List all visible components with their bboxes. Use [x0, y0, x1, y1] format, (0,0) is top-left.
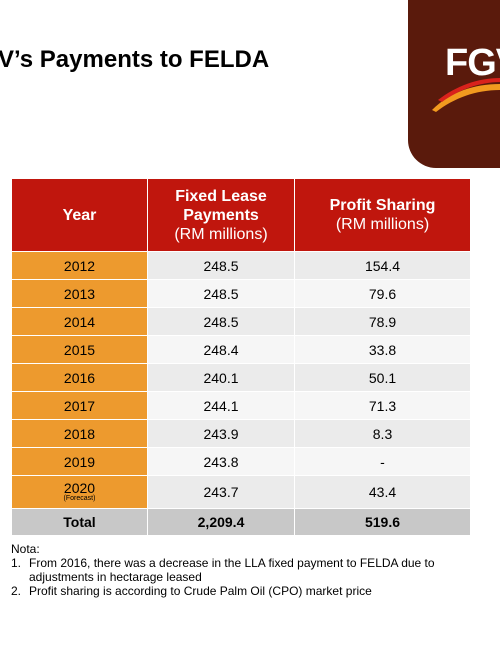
table-row: 2018 243.9 8.3	[11, 419, 471, 448]
note-number: 2.	[11, 584, 22, 598]
year-cell: 2012	[11, 251, 148, 280]
payments-table: Year Fixed Lease Payments (RM millions) …	[11, 178, 471, 536]
notes-section: Nota: 1. From 2016, there was a decrease…	[11, 542, 481, 598]
fixed-cell: 243.8	[147, 447, 295, 476]
total-profit: 519.6	[294, 508, 471, 536]
table-row: 2015 248.4 33.8	[11, 335, 471, 364]
total-label: Total	[11, 508, 148, 536]
fixed-lease-header: Fixed Lease Payments (RM millions)	[147, 178, 295, 252]
page-title: V’s Payments to FELDA	[0, 46, 270, 73]
note-item: 1. From 2016, there was a decrease in th…	[11, 556, 481, 584]
year-cell: 2015	[11, 335, 148, 364]
fgv-logo: FGV	[445, 42, 500, 84]
year-cell: 2020 (Forecast)	[11, 475, 148, 509]
table-row: 2016 240.1 50.1	[11, 363, 471, 392]
fixed-cell: 248.4	[147, 335, 295, 364]
profit-cell: 71.3	[294, 391, 471, 420]
notes-heading: Nota:	[11, 542, 40, 556]
year-cell: 2018	[11, 419, 148, 448]
fixed-cell: 248.5	[147, 251, 295, 280]
profit-cell: 8.3	[294, 419, 471, 448]
year-cell: 2013	[11, 279, 148, 308]
table-row: 2020 (Forecast) 243.7 43.4	[11, 475, 471, 509]
year-header: Year	[11, 178, 148, 252]
logo-panel	[408, 0, 500, 168]
profit-sharing-header: Profit Sharing (RM millions)	[294, 178, 471, 252]
profit-cell: 50.1	[294, 363, 471, 392]
table-row: 2013 248.5 79.6	[11, 279, 471, 308]
forecast-label: (Forecast)	[63, 495, 96, 502]
year-cell: 2014	[11, 307, 148, 336]
note-number: 1.	[11, 556, 22, 570]
fixed-cell: 243.7	[147, 475, 295, 509]
total-fixed: 2,209.4	[147, 508, 295, 536]
note-text: From 2016, there was a decrease in the L…	[29, 556, 435, 584]
total-row: Total 2,209.4 519.6	[11, 508, 471, 536]
table-row: 2012 248.5 154.4	[11, 251, 471, 280]
profit-cell: 78.9	[294, 307, 471, 336]
fixed-cell: 244.1	[147, 391, 295, 420]
profit-cell: 33.8	[294, 335, 471, 364]
fixed-cell: 248.5	[147, 279, 295, 308]
fixed-cell: 243.9	[147, 419, 295, 448]
year-cell: 2017	[11, 391, 148, 420]
year-cell: 2016	[11, 363, 148, 392]
note-item: 2. Profit sharing is according to Crude …	[11, 584, 481, 598]
note-text: Profit sharing is according to Crude Pal…	[29, 584, 372, 598]
logo-swoosh-icon	[432, 78, 500, 112]
profit-cell: 154.4	[294, 251, 471, 280]
table-row: 2014 248.5 78.9	[11, 307, 471, 336]
year-label: 2020	[63, 480, 96, 496]
year-cell: 2019	[11, 447, 148, 476]
table-row: 2017 244.1 71.3	[11, 391, 471, 420]
table-row: 2019 243.8 -	[11, 447, 471, 476]
profit-cell: 43.4	[294, 475, 471, 509]
fixed-cell: 248.5	[147, 307, 295, 336]
fixed-cell: 240.1	[147, 363, 295, 392]
profit-cell: 79.6	[294, 279, 471, 308]
table-header-row: Year Fixed Lease Payments (RM millions) …	[11, 178, 471, 252]
profit-cell: -	[294, 447, 471, 476]
